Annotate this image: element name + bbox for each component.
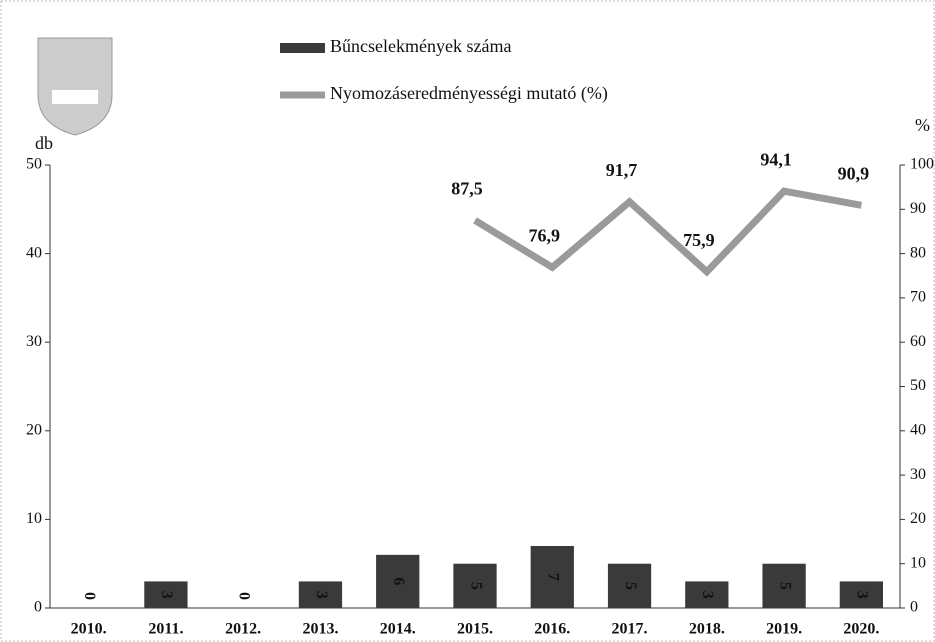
bar-value-label: 5 — [622, 582, 639, 590]
x-tick-label: 2015. — [457, 621, 493, 638]
x-tick-label: 2020. — [843, 621, 879, 638]
x-tick-label: 2017. — [612, 621, 648, 638]
y-tick-label: 20 — [26, 421, 42, 438]
y2-tick-label: 70 — [910, 289, 926, 306]
bar-value-label: 3 — [158, 591, 175, 599]
y-tick-label: 0 — [34, 599, 42, 616]
y-axis-label: db — [35, 133, 53, 153]
bar-value-label: 3 — [313, 591, 330, 599]
y2-tick-label: 100 — [910, 156, 934, 173]
x-tick-label: 2012. — [225, 621, 261, 638]
x-tick-label: 2011. — [148, 621, 183, 638]
bar-value-label: 7 — [545, 573, 562, 581]
x-tick-label: 2018. — [689, 621, 725, 638]
y2-tick-label: 30 — [910, 466, 926, 483]
line-value-label: 94,1 — [760, 149, 792, 169]
police-badge — [38, 38, 112, 135]
chart: db % 01020304050010203040506070809010020… — [0, 0, 935, 642]
y2-tick-label: 50 — [910, 377, 926, 394]
y-tick-label: 40 — [26, 244, 42, 261]
y-tick-label: 10 — [26, 510, 42, 527]
legend-swatch — [280, 43, 325, 53]
bar-value-label: 5 — [776, 582, 793, 590]
x-tick-label: 2010. — [71, 621, 107, 638]
x-tick-label: 2019. — [766, 621, 802, 638]
legend-label: Bűncselekmények száma — [330, 36, 511, 56]
line-value-label: 90,9 — [838, 163, 870, 183]
y-tick-label: 30 — [26, 333, 42, 350]
line-value-label: 91,7 — [606, 160, 638, 180]
x-tick-label: 2014. — [380, 621, 416, 638]
bar-value-label: 0 — [81, 592, 98, 600]
x-tick-label: 2016. — [534, 621, 570, 638]
bar-value-label: 5 — [467, 582, 484, 590]
y2-tick-label: 10 — [910, 554, 926, 571]
line-value-label: 75,9 — [683, 230, 715, 250]
bar-value-label: 3 — [854, 591, 871, 599]
y2-tick-label: 40 — [910, 421, 926, 438]
y2-tick-label: 20 — [910, 510, 926, 527]
bar-value-label: 3 — [699, 591, 716, 599]
x-tick-label: 2013. — [302, 621, 338, 638]
y2-tick-label: 90 — [910, 200, 926, 217]
y2-tick-label: 80 — [910, 244, 926, 261]
bar-value-label: 0 — [236, 592, 253, 600]
legend-label: Nyomozáseredményességi mutató (%) — [330, 83, 608, 104]
y2-tick-label: 0 — [910, 599, 918, 616]
bar-value-label: 6 — [390, 577, 407, 585]
y-tick-label: 50 — [26, 156, 42, 173]
line-value-label: 87,5 — [451, 179, 483, 199]
y2-tick-label: 60 — [910, 333, 926, 350]
y2-axis-label: % — [915, 115, 930, 135]
line-value-label: 76,9 — [529, 225, 561, 245]
